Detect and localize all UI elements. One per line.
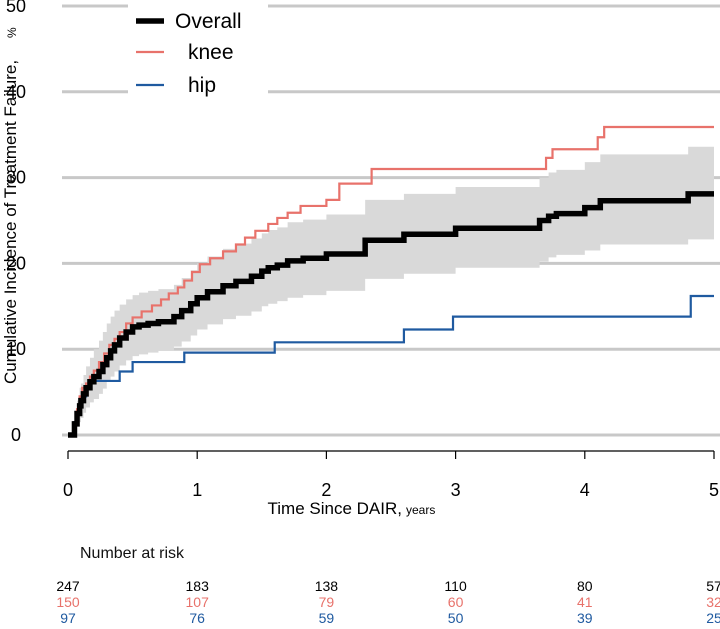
- risk-cell: 32: [706, 594, 720, 610]
- x-axis-label: Time Since DAIR,: [268, 499, 402, 518]
- y-tick-label: 10: [6, 339, 26, 359]
- y-tick-label: 50: [6, 0, 26, 16]
- risk-cell: 79: [318, 594, 335, 610]
- y-tick-label: 0: [11, 425, 21, 445]
- series-line-overall: [68, 191, 714, 438]
- risk-cell: 107: [185, 594, 209, 610]
- x-tick-label: 4: [580, 480, 590, 500]
- risk-row: 247 183 138 110 80 57: [0, 578, 720, 594]
- y-tick-label: 40: [6, 82, 26, 102]
- x-tick-label: 0: [63, 480, 73, 500]
- y-tick-label: 30: [6, 168, 26, 188]
- axes: 0 10 20 30 40 50 0 1 2 3 4 5: [6, 0, 719, 500]
- risk-table-title: Number at risk: [80, 545, 185, 562]
- risk-cell: 247: [56, 578, 80, 594]
- x-tick-label: 3: [451, 480, 461, 500]
- x-tick-label: 2: [321, 480, 331, 500]
- risk-cell: 41: [577, 594, 593, 610]
- risk-cell: 57: [706, 578, 720, 594]
- risk-cell: 183: [185, 578, 209, 594]
- legend-label-knee: knee: [188, 41, 234, 64]
- risk-row: 150 107 79 60 41 32: [0, 594, 720, 610]
- risk-cell: 25: [706, 610, 720, 626]
- legend: Overall knee hip: [128, 4, 268, 102]
- y-axis-label: Cumulative Incidence of Treatment Failur…: [1, 60, 20, 384]
- x-axis-unit: years: [406, 503, 435, 517]
- risk-cell: 39: [577, 610, 593, 626]
- risk-row: 97 76 59 50 39 25: [0, 610, 720, 626]
- risk-cell: 150: [56, 594, 80, 610]
- legend-label-overall: Overall: [175, 10, 242, 33]
- legend-label-hip: hip: [188, 74, 216, 97]
- y-tick-label: 20: [6, 253, 26, 273]
- series-lines: [68, 125, 714, 438]
- y-axis-unit: %: [5, 27, 19, 38]
- risk-cell: 80: [577, 578, 593, 594]
- x-axis-title: Time Since DAIR, years: [268, 499, 436, 518]
- risk-cell: 97: [60, 610, 76, 626]
- overall-ci-band: [68, 138, 714, 436]
- risk-cell: 76: [189, 610, 205, 626]
- risk-cell: 59: [318, 610, 335, 626]
- risk-cell: 50: [447, 610, 464, 626]
- x-tick-label: 5: [709, 480, 719, 500]
- x-tick-label: 1: [192, 480, 202, 500]
- risk-cell: 60: [447, 594, 464, 610]
- risk-cell: 110: [444, 578, 467, 594]
- y-axis-title: Cumulative Incidence of Treatment Failur…: [1, 27, 20, 384]
- risk-cell: 138: [314, 578, 339, 594]
